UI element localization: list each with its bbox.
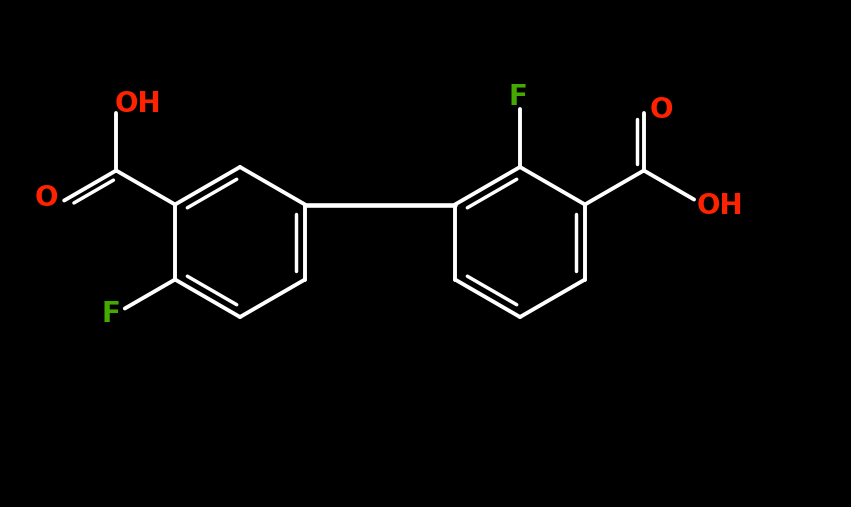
Text: OH: OH — [697, 192, 744, 220]
Text: F: F — [101, 301, 120, 329]
Text: OH: OH — [115, 91, 162, 119]
Text: F: F — [509, 83, 528, 111]
Text: O: O — [650, 95, 674, 124]
Text: O: O — [34, 184, 58, 211]
